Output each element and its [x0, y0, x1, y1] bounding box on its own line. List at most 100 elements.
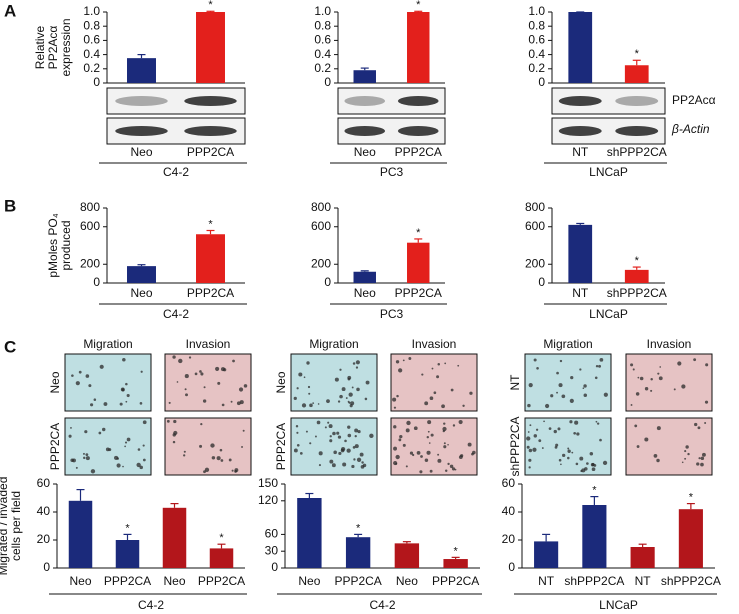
cell	[241, 445, 244, 448]
blot-band	[115, 96, 168, 106]
cell	[395, 454, 400, 460]
cell	[220, 367, 226, 372]
cell	[436, 375, 440, 379]
y-tick-label: 0	[43, 560, 50, 574]
cell	[305, 430, 308, 433]
cell	[238, 387, 244, 392]
cell	[183, 450, 186, 453]
cell	[447, 443, 449, 446]
significance-star: *	[689, 492, 694, 504]
y-axis-label: pMoles PO₄	[46, 213, 60, 277]
y-tick-label: 800	[80, 200, 100, 214]
cell	[93, 398, 97, 401]
cell	[560, 463, 562, 466]
cell	[210, 443, 215, 448]
micrograph	[524, 417, 612, 476]
cell	[350, 401, 355, 406]
cell	[561, 394, 566, 399]
cell	[356, 457, 362, 462]
cell	[88, 384, 92, 388]
micrograph-column-label: Invasion	[647, 337, 692, 351]
cell	[142, 420, 147, 425]
cell	[700, 462, 704, 467]
micrograph-row-label: NT	[508, 374, 522, 391]
cell	[408, 357, 412, 360]
y-tick-label: 0.2	[528, 61, 545, 75]
cell	[528, 466, 531, 469]
cell	[293, 448, 298, 453]
cell	[700, 456, 705, 461]
cell	[230, 400, 233, 403]
x-tick-label: PPP2CA	[432, 574, 479, 588]
cell	[437, 458, 442, 463]
cell	[543, 420, 545, 423]
cell	[458, 455, 463, 460]
cell	[528, 383, 533, 388]
cell	[308, 392, 311, 395]
cell	[307, 385, 311, 389]
cell	[458, 419, 463, 425]
cell	[298, 372, 303, 377]
cell	[586, 462, 589, 465]
cell	[126, 437, 131, 442]
micrograph	[524, 353, 612, 412]
y-tick-label: 20	[37, 532, 51, 546]
cell	[125, 400, 128, 403]
y-tick-label: 1.0	[528, 4, 545, 18]
significance-star: *	[219, 532, 224, 544]
cell	[339, 394, 343, 399]
bar	[568, 224, 593, 283]
cell	[393, 461, 398, 466]
cell	[337, 435, 342, 439]
x-tick-label: Neo	[354, 286, 376, 300]
cell	[299, 451, 303, 455]
cell	[239, 400, 244, 405]
cell	[632, 368, 635, 371]
cell	[70, 427, 72, 429]
cell	[337, 400, 341, 403]
cell	[242, 429, 245, 432]
bar	[353, 271, 376, 283]
cell	[173, 430, 178, 436]
cell	[228, 458, 232, 462]
y-tick-label: 0.6	[314, 33, 331, 47]
cell	[443, 422, 446, 425]
cell	[567, 449, 571, 453]
cell	[329, 459, 334, 464]
cell	[301, 403, 307, 408]
cell	[650, 378, 653, 381]
cell	[318, 464, 321, 467]
cell	[348, 401, 351, 404]
cell	[659, 366, 662, 368]
cell	[178, 358, 183, 364]
cell	[82, 452, 85, 455]
cell	[344, 439, 347, 443]
bar	[209, 548, 234, 568]
cell	[595, 365, 599, 368]
cell	[306, 361, 310, 365]
blot-band	[344, 96, 386, 106]
cell	[356, 387, 360, 392]
cell	[673, 388, 676, 391]
cell	[644, 437, 649, 442]
micrograph-row-label: Neo	[274, 371, 288, 393]
y-tick-label: 200	[311, 256, 331, 270]
cell	[333, 450, 337, 455]
cell	[200, 422, 203, 426]
cell	[398, 438, 402, 442]
cell	[211, 456, 216, 460]
cell	[176, 381, 179, 383]
cell	[556, 391, 558, 394]
bar	[297, 498, 322, 568]
cell	[429, 396, 434, 401]
cell	[188, 356, 192, 359]
cell	[681, 384, 686, 389]
cell	[184, 374, 189, 379]
y-tick-label: 0	[324, 75, 331, 89]
cell	[559, 359, 563, 363]
micrograph-row-label: PPP2CA	[274, 423, 288, 470]
cell	[528, 458, 532, 462]
cell	[121, 388, 125, 392]
x-tick-label: NT	[572, 286, 589, 300]
micrograph-row-label: Neo	[48, 371, 62, 393]
